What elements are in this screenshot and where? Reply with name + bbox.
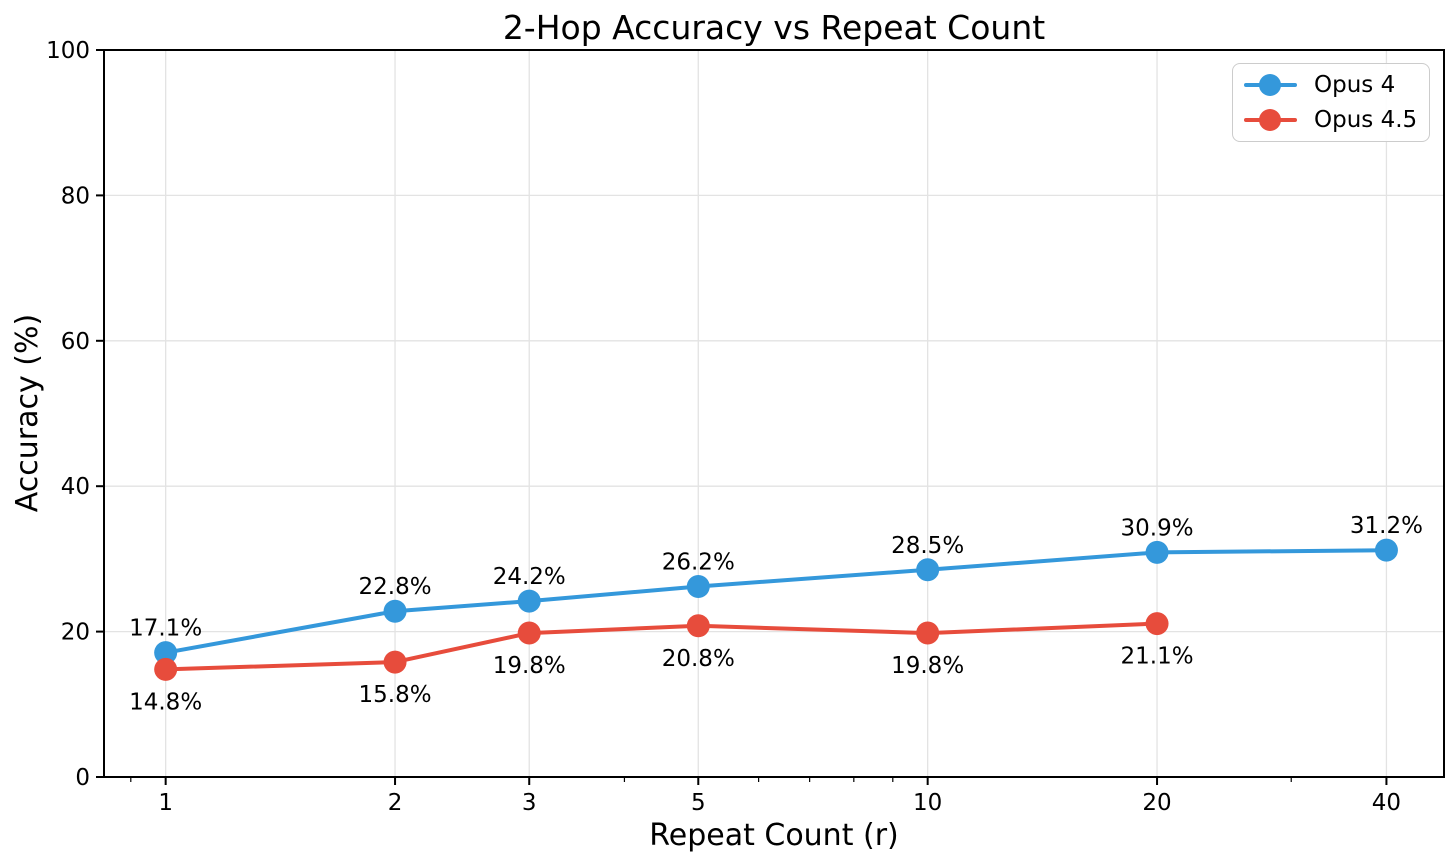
data-point-label-opus-4-5: 20.8% (662, 646, 735, 672)
series-line-opus-4 (163, 548, 1389, 655)
y-axis-label: Accuracy (%) (10, 313, 45, 513)
x-tick-label: 40 (1372, 790, 1401, 816)
data-point-label-opus-4: 17.1% (129, 616, 202, 642)
data-point-label-opus-4-5: 14.8% (129, 689, 202, 715)
chart-title: 2-Hop Accuracy vs Repeat Count (502, 8, 1046, 47)
data-point-opus-4 (517, 589, 541, 613)
data-point-label-opus-4: 26.2% (662, 550, 735, 576)
series-line-opus-4-5 (163, 621, 1159, 672)
x-tick-label: 5 (691, 790, 706, 816)
data-point-opus-4 (154, 641, 178, 665)
x-tick-label: 20 (1142, 790, 1171, 816)
data-point-opus-4 (383, 599, 407, 623)
data-point-opus-4-5 (383, 650, 407, 674)
legend: Opus 4 Opus 4.5 (1232, 63, 1430, 142)
y-tick-label: 0 (75, 765, 90, 791)
plot-border (103, 49, 1445, 778)
y-tick-label: 20 (61, 620, 90, 646)
data-point-label-opus-4-5: 21.1% (1121, 644, 1194, 670)
legend-swatch-opus-4 (1244, 73, 1297, 97)
data-point-opus-4-5 (686, 614, 710, 638)
y-tick-label: 60 (61, 329, 90, 355)
data-point-opus-4-5 (1145, 612, 1169, 636)
data-point-label-opus-4: 30.9% (1121, 515, 1194, 541)
data-point-opus-4-5 (154, 657, 178, 681)
y-tick-label: 80 (61, 183, 90, 209)
data-point-label-opus-4: 31.2% (1350, 513, 1423, 539)
data-point-label-opus-4: 28.5% (891, 533, 964, 559)
x-tick-label: 1 (158, 790, 173, 816)
data-point-label-opus-4-5: 15.8% (359, 682, 432, 708)
y-tick-label: 40 (61, 474, 90, 500)
legend-marker-icon (1259, 109, 1281, 131)
data-point-opus-4 (1374, 538, 1398, 562)
legend-item-opus-4: Opus 4 (1244, 70, 1429, 100)
data-point-label-opus-4-5: 19.8% (493, 653, 566, 679)
x-tick-label: 3 (522, 790, 537, 816)
x-axis-label: Repeat Count (r) (649, 818, 899, 853)
legend-label: Opus 4.5 (1314, 107, 1418, 133)
data-point-opus-4-5 (916, 621, 940, 645)
data-point-opus-4 (916, 558, 940, 582)
legend-label: Opus 4 (1314, 72, 1396, 98)
data-point-opus-4-5 (517, 621, 541, 645)
x-tick-label: 10 (913, 790, 942, 816)
data-point-label-opus-4: 24.2% (493, 564, 566, 590)
y-tick-label: 100 (46, 38, 90, 64)
data-point-label-opus-4: 22.8% (359, 574, 432, 600)
data-point-opus-4 (686, 575, 710, 599)
legend-swatch-opus-4-5 (1244, 108, 1297, 132)
data-point-opus-4 (1145, 540, 1169, 564)
legend-marker-icon (1259, 74, 1281, 96)
x-tick-label: 2 (388, 790, 403, 816)
data-point-label-opus-4-5: 19.8% (891, 653, 964, 679)
legend-item-opus-4-5: Opus 4.5 (1244, 105, 1429, 135)
